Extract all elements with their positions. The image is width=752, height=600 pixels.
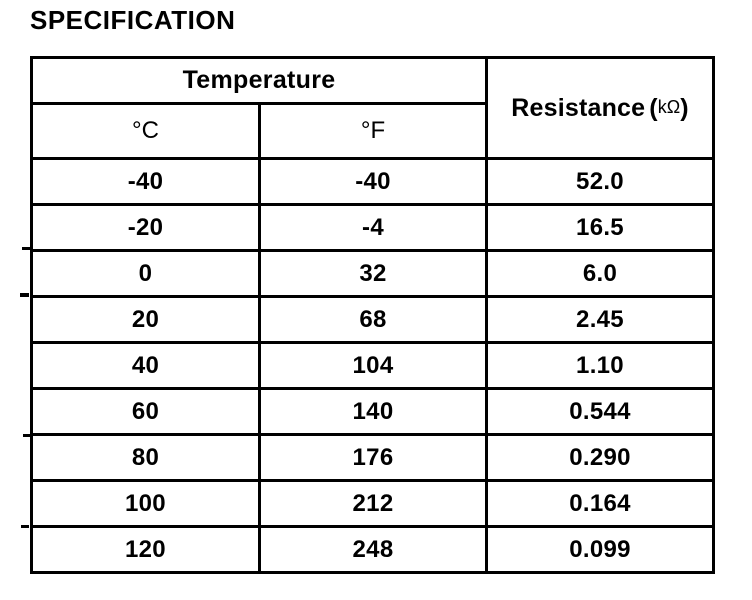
cell-celsius: 60 [30, 387, 261, 436]
cell-resistance: 0.099 [485, 525, 716, 574]
cell-fahrenheit: 104 [257, 341, 489, 390]
cell-fahrenheit: 176 [257, 433, 489, 482]
resistance-unit-close-paren: ) [680, 93, 689, 122]
table-row: -40 -40 52.0 [30, 157, 716, 206]
resistance-unit-open-paren: ( [649, 93, 658, 122]
cell-resistance: 16.5 [485, 203, 716, 252]
cell-resistance: 0.164 [485, 479, 716, 528]
cell-celsius: 100 [30, 479, 261, 528]
scan-artifact [21, 525, 29, 528]
cell-resistance: 0.544 [485, 387, 716, 436]
scan-artifact [20, 293, 29, 297]
temperature-header: Temperature [29, 56, 489, 105]
cell-celsius: -40 [30, 157, 261, 206]
table-row: 20 68 2.45 [30, 295, 716, 344]
table-row: 60 140 0.544 [30, 387, 716, 436]
table-row: -20 -4 16.5 [30, 203, 716, 252]
scan-artifact [23, 434, 30, 437]
cell-fahrenheit: 212 [257, 479, 489, 528]
cell-resistance: 0.290 [485, 433, 716, 482]
cell-fahrenheit: -4 [257, 203, 489, 252]
cell-fahrenheit: 248 [257, 525, 489, 574]
table-row: 120 248 0.099 [30, 525, 716, 574]
table-row: 40 104 1.10 [30, 341, 716, 390]
table-row: 100 212 0.164 [30, 479, 716, 528]
cell-resistance: 2.45 [485, 295, 716, 344]
scan-artifact [22, 247, 30, 250]
cell-fahrenheit: 68 [257, 295, 489, 344]
cell-resistance: 1.10 [485, 341, 716, 390]
cell-fahrenheit: -40 [257, 157, 489, 206]
cell-fahrenheit: 32 [257, 249, 489, 298]
cell-celsius: 40 [30, 341, 261, 390]
specification-table: Temperature Resistance (kΩ) °C °F -40 -40… [29, 56, 716, 574]
fahrenheit-header: °F [257, 102, 489, 160]
table-header-row-2: °C °F [30, 102, 714, 160]
resistance-unit-symbol: kΩ [657, 96, 681, 117]
table-header-row-1: Temperature Resistance (kΩ) [29, 56, 716, 160]
cell-resistance: 52.0 [485, 157, 716, 206]
cell-celsius: 20 [30, 295, 261, 344]
cell-celsius: -20 [30, 203, 261, 252]
cell-celsius: 80 [30, 433, 261, 482]
cell-resistance: 6.0 [485, 249, 716, 298]
celsius-header: °C [30, 102, 261, 160]
cell-celsius: 0 [30, 249, 261, 298]
resistance-header: Resistance (kΩ) [485, 56, 716, 160]
cell-fahrenheit: 140 [257, 387, 489, 436]
table-row: 80 176 0.290 [30, 433, 716, 482]
table-row: 0 32 6.0 [30, 249, 716, 298]
cell-celsius: 120 [30, 525, 261, 574]
resistance-label: Resistance [511, 93, 646, 122]
page-title: SPECIFICATION [30, 5, 236, 35]
resistance-unit: (kΩ) [649, 94, 689, 122]
